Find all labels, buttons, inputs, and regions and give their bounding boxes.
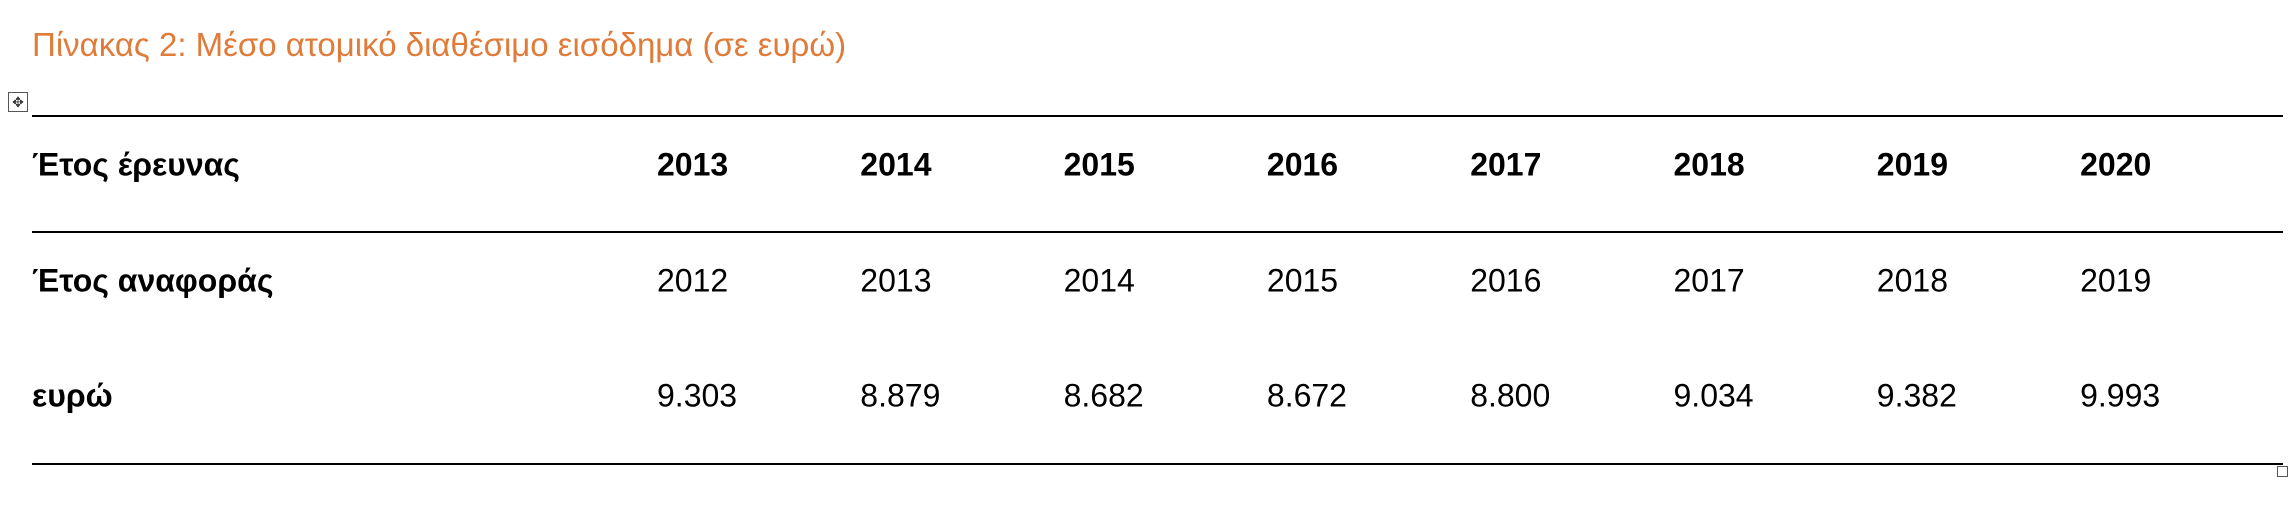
- table-cell: 9.993: [2080, 377, 2161, 414]
- table-top-rule: [32, 115, 2283, 117]
- header-cell: 2016: [1266, 146, 1339, 183]
- header-cell: 2019: [1876, 146, 1948, 183]
- table-cell: 9.382: [1876, 377, 1957, 414]
- table-cell: 8.682: [1063, 377, 1144, 414]
- row-label: Έτος αναφοράς: [32, 262, 274, 299]
- table-cell: 9.034: [1673, 377, 1754, 414]
- table-cell: 9.303: [657, 377, 738, 414]
- header-rule: [32, 231, 2283, 233]
- table-cell: 2014: [1063, 262, 1135, 299]
- header-cell: 2020: [2080, 146, 2152, 183]
- table-bottom-rule: [32, 463, 2283, 465]
- table-cell: 2012: [657, 262, 729, 299]
- row-label: ευρώ: [32, 377, 113, 414]
- table-resize-handle[interactable]: [2277, 466, 2288, 477]
- table-cell: 8.800: [1470, 377, 1551, 414]
- table-cell: 2015: [1266, 262, 1339, 299]
- table-title: Πίνακας 2: Μέσο ατομικό διαθέσιμο εισόδη…: [32, 26, 847, 63]
- table-cell: 8.672: [1266, 377, 1347, 414]
- header-cell: 2013: [657, 146, 729, 183]
- table-cell: 2013: [860, 262, 932, 299]
- table-cell: 2019: [2080, 262, 2152, 299]
- header-cell: Έτος έρευνας: [32, 146, 240, 183]
- table-cell: 2016: [1470, 262, 1542, 299]
- header-cell: 2015: [1063, 146, 1135, 183]
- table-move-handle[interactable]: ✥: [8, 92, 28, 112]
- header-cell: 2017: [1470, 146, 1542, 183]
- header-cell: 2018: [1673, 146, 1745, 183]
- table-cell: 8.879: [860, 377, 941, 414]
- header-cell: 2014: [860, 146, 932, 183]
- table-cell: 2017: [1673, 262, 1745, 299]
- table-cell: 2018: [1876, 262, 1948, 299]
